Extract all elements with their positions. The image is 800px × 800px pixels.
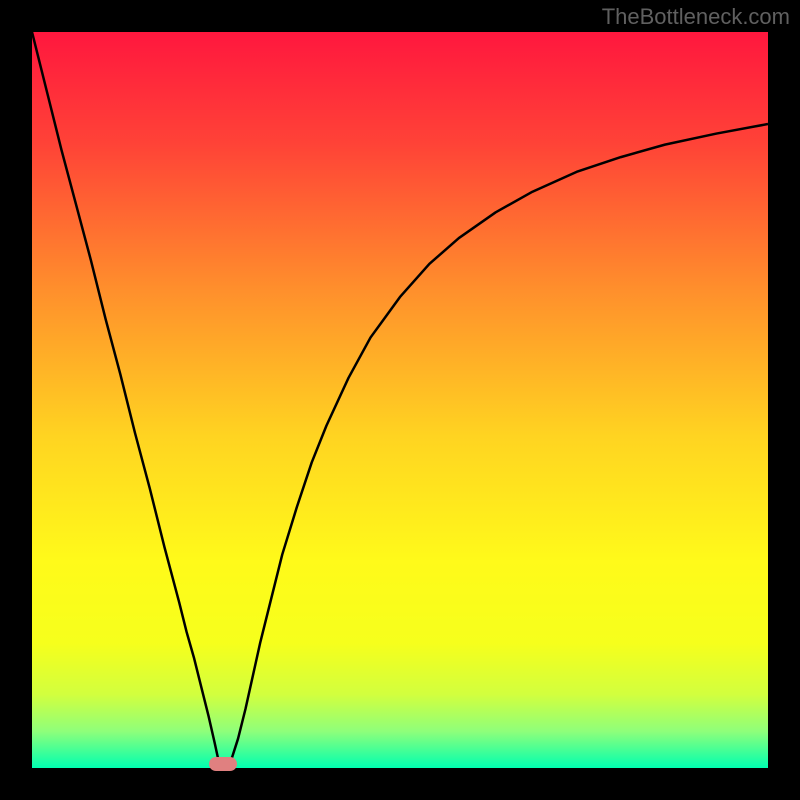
- watermark-text: TheBottleneck.com: [602, 4, 790, 30]
- gradient-background: [32, 32, 768, 768]
- chart-container: TheBottleneck.com: [0, 0, 800, 800]
- optimal-marker: [209, 757, 237, 771]
- plot-area: [32, 32, 768, 768]
